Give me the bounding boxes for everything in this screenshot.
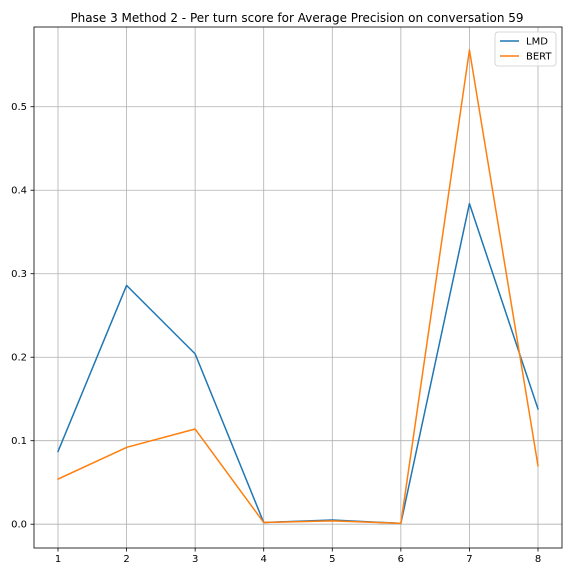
y-tick-label: 0.5	[11, 102, 27, 113]
y-tick-label: 0.3	[11, 269, 27, 280]
y-tick-label: 0.4	[11, 186, 27, 197]
y-tick-label: 0.2	[11, 353, 27, 364]
series-layer	[57, 49, 539, 525]
x-tick-label: 3	[192, 554, 198, 565]
x-axis: 1 2 3 4 5 6 7 8	[55, 548, 541, 565]
y-axis: 0.0 0.1 0.2 0.3 0.4 0.5	[11, 102, 34, 531]
x-tick-label: 5	[329, 554, 335, 565]
series-line-bert	[57, 49, 539, 525]
legend: LMD BERT	[494, 31, 557, 67]
x-tick-label: 7	[466, 554, 472, 565]
chart-title: Phase 3 Method 2 - Per turn score for Av…	[70, 11, 523, 25]
grid	[34, 27, 562, 548]
y-tick-label: 0.1	[11, 436, 27, 447]
x-tick-label: 4	[261, 554, 267, 565]
x-tick-label: 1	[55, 554, 61, 565]
plot-frame	[33, 26, 563, 549]
x-tick-label: 8	[535, 554, 541, 565]
legend-label-lmd: LMD	[526, 37, 548, 48]
x-tick-label: 6	[398, 554, 404, 565]
legend-label-bert: BERT	[526, 52, 552, 63]
plot-area-background	[34, 27, 562, 548]
y-tick-label: 0.0	[11, 520, 27, 531]
x-tick-label: 2	[123, 554, 129, 565]
